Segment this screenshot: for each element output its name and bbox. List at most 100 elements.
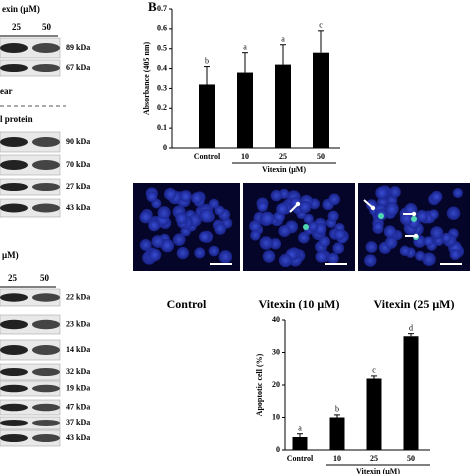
cell	[146, 191, 158, 203]
y-tick-label: 0.6	[157, 24, 167, 33]
micrographs: Control Vitexin (10 μM) Vitexin (25 μM)	[133, 183, 470, 311]
kda-label: 23 kDa	[66, 319, 90, 328]
kda-label: 90 kDa	[66, 137, 90, 146]
x-tick-label: Control	[194, 152, 221, 161]
y-tick-label: 0	[276, 445, 280, 454]
cell	[208, 245, 220, 257]
blot-band	[0, 183, 28, 191]
x-tick-label: 50	[317, 152, 325, 161]
blot-band	[32, 434, 60, 442]
bar	[292, 437, 308, 450]
blot-band	[0, 368, 28, 376]
significance-letter: c	[319, 21, 323, 30]
cell	[214, 205, 225, 216]
cell	[430, 190, 443, 203]
apoptotic-cell	[411, 216, 417, 222]
cell	[148, 219, 160, 232]
blot-band	[0, 203, 28, 213]
lane-label: 25	[8, 273, 18, 283]
cell	[262, 250, 276, 263]
cell	[194, 247, 206, 259]
cell	[430, 226, 444, 240]
x-tick-label: 10	[333, 454, 341, 463]
cell	[249, 220, 261, 233]
cell	[157, 206, 171, 220]
cell	[315, 250, 328, 263]
blot-band	[0, 137, 28, 147]
cell	[327, 210, 339, 222]
cell	[276, 202, 289, 216]
kda-label: 27 kDa	[66, 182, 90, 191]
blot-band	[0, 384, 28, 393]
cell	[422, 252, 436, 267]
cell	[365, 241, 378, 253]
kda-label: 47 kDa	[66, 402, 90, 411]
blot-band	[32, 203, 60, 213]
image-label: Control	[167, 297, 207, 311]
y-tick-label: 0	[163, 143, 167, 152]
cell	[250, 230, 261, 241]
x-tick-label: Control	[287, 454, 314, 463]
y-tick-label: 0.3	[157, 83, 167, 92]
cell	[218, 250, 233, 264]
blot-band	[32, 345, 60, 355]
section-label: l protein	[0, 114, 33, 124]
lane-label: 25	[12, 22, 22, 32]
cell	[199, 208, 214, 223]
kda-label: 43 kDa	[66, 203, 90, 212]
cell	[428, 209, 439, 220]
blot-band	[0, 64, 28, 72]
cell	[364, 254, 377, 267]
cell	[332, 242, 345, 255]
kda-label: 14 kDa	[66, 345, 90, 354]
cell	[260, 211, 275, 226]
cell	[172, 233, 186, 246]
cell	[303, 213, 314, 225]
x-tick-label: 10	[241, 152, 249, 161]
blot-band	[0, 420, 28, 426]
cell	[383, 225, 397, 238]
cell	[423, 236, 434, 247]
lane-label: 50	[42, 22, 52, 32]
blot-band	[32, 160, 60, 170]
arrow-head	[411, 211, 417, 217]
cell	[399, 212, 414, 226]
blot-band	[32, 319, 60, 330]
blot-band	[32, 183, 60, 191]
kda-label: 70 kDa	[66, 160, 90, 169]
cell	[139, 239, 152, 251]
blot-band	[32, 43, 60, 53]
blot-band	[0, 319, 28, 330]
kda-label: 22 kDa	[66, 292, 90, 301]
cell	[327, 252, 339, 265]
cell	[375, 186, 389, 200]
cell	[389, 186, 401, 198]
y-tick-label: 0.2	[157, 103, 167, 112]
cell	[139, 211, 152, 224]
cell	[164, 187, 177, 201]
kda-label: 67 kDa	[66, 63, 90, 72]
y-tick-label: 0.5	[157, 44, 167, 53]
apoptotic-cell	[378, 213, 384, 219]
bar	[237, 72, 253, 148]
blot-band	[32, 293, 60, 302]
blot-band	[0, 293, 28, 302]
image-label: Vitexin (25 μM)	[373, 297, 454, 311]
kda-label: 89 kDa	[66, 43, 90, 52]
cell	[270, 189, 283, 202]
blot-band	[32, 64, 60, 72]
cell	[179, 190, 192, 203]
bar	[313, 52, 329, 148]
image-label: Vitexin (10 μM)	[258, 297, 339, 311]
cell	[214, 223, 227, 235]
cell	[449, 249, 461, 260]
blot-band	[32, 137, 60, 147]
blot-band	[0, 43, 28, 53]
kda-label: 37 kDa	[66, 418, 90, 427]
cell	[278, 253, 293, 268]
significance-letter: b	[335, 405, 339, 414]
cell	[384, 236, 398, 249]
kda-label: 19 kDa	[66, 383, 90, 392]
significance-letter: d	[409, 323, 413, 332]
blots: 89 kDa 67 kDa 90 kDa 70 kDa 27 kDa 43 kDa 22 k…	[0, 37, 90, 447]
